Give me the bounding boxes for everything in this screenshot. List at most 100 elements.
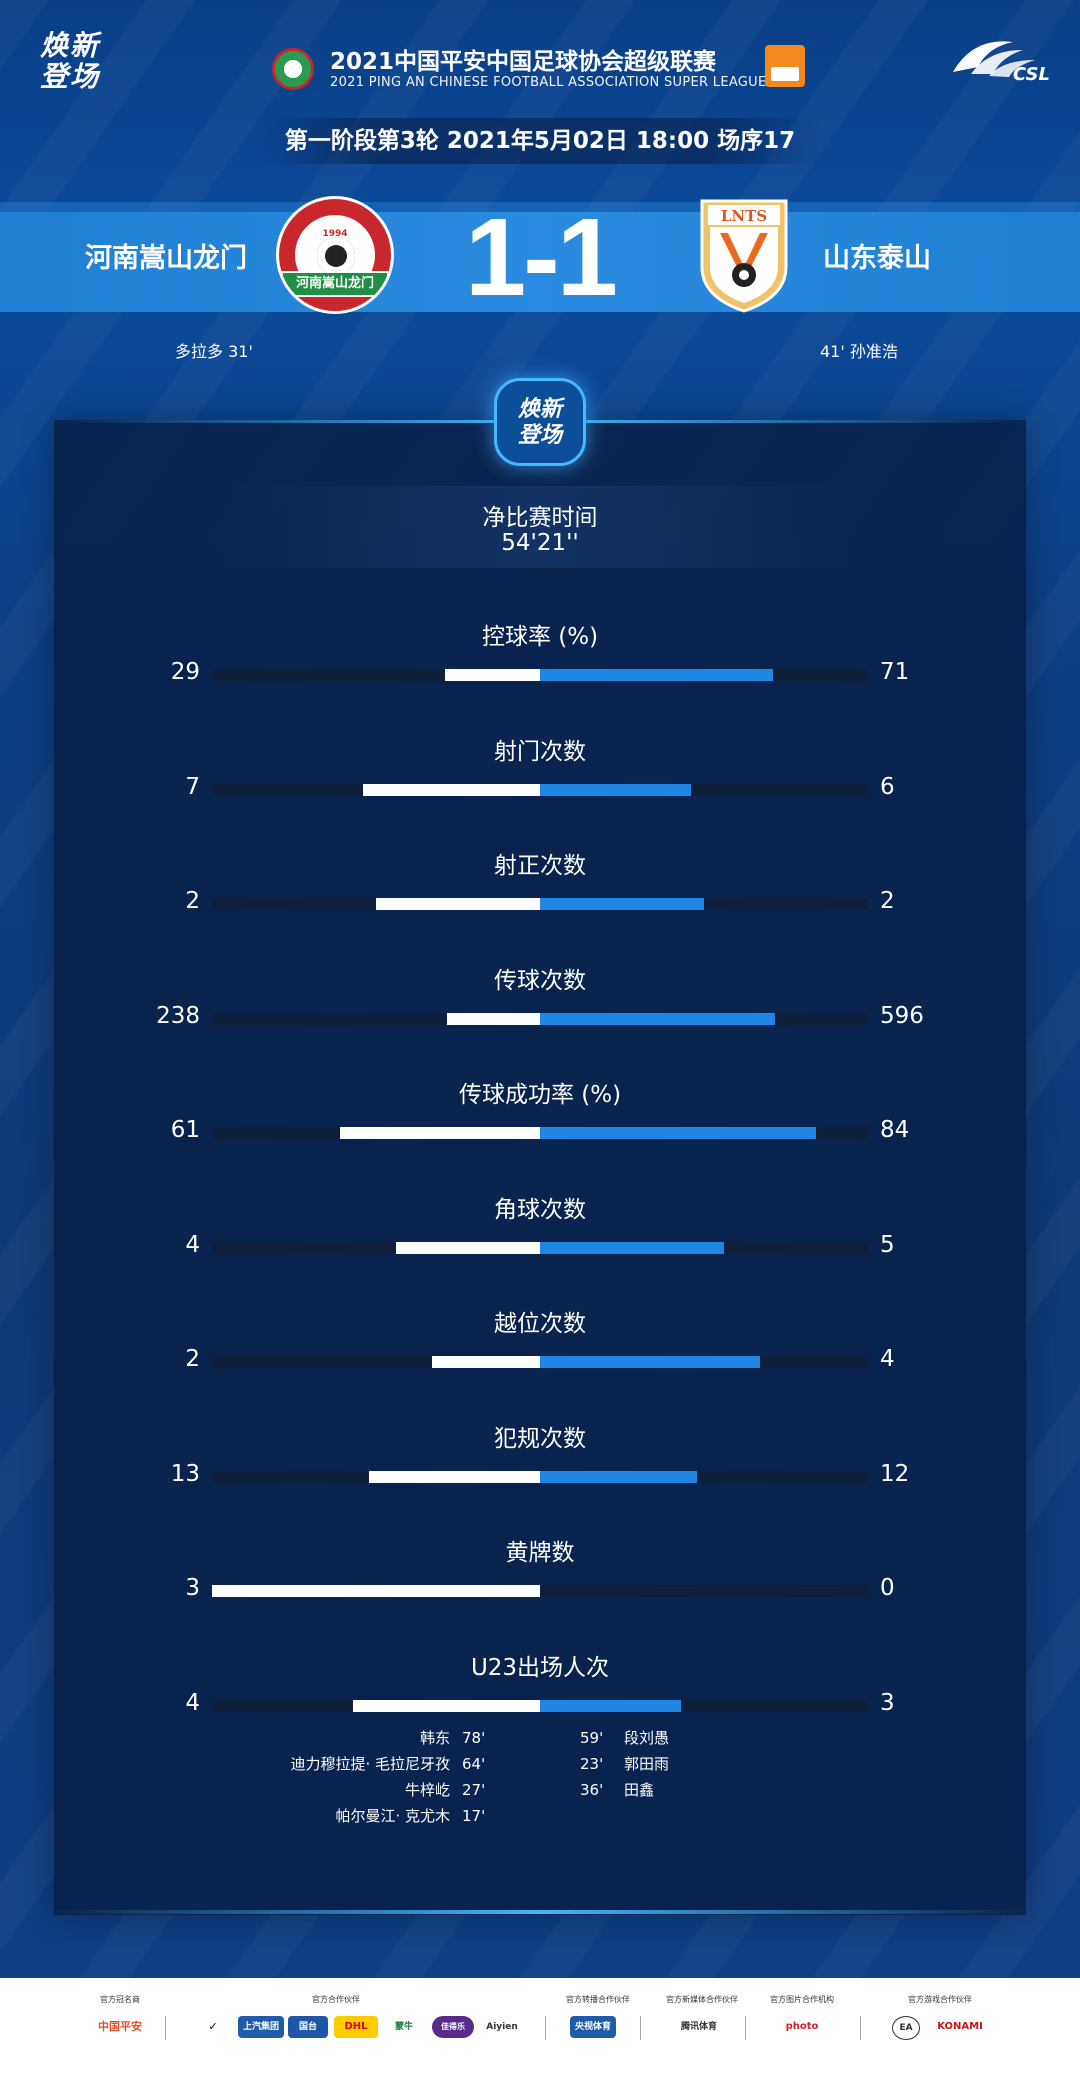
stat-home-value: 238 <box>156 1002 200 1029</box>
brand-line-2: 登场 <box>40 60 101 93</box>
stat-row: 控球率 (%) 29 71 <box>0 617 1080 697</box>
stat-home-value: 61 <box>170 1117 200 1143</box>
player-name: 牛梓屹 <box>404 1781 450 1799</box>
stat-home-bar <box>369 1470 540 1483</box>
player-minute: 64' <box>462 1755 486 1773</box>
stat-label: 射正次数 <box>494 853 586 879</box>
stat-row: 传球成功率 (%) 61 84 <box>0 1075 1080 1155</box>
stat-away-bar <box>540 1356 760 1368</box>
stat-home-bar <box>447 1012 540 1025</box>
u23-away-list: 59' 段刘愚 23' 郭田雨 36' 田鑫 <box>580 1725 669 1803</box>
player-name: 郭田雨 <box>624 1755 670 1773</box>
footer-divider <box>860 2016 861 2040</box>
home-logo-year: 1994 <box>322 229 348 239</box>
stat-home-bar <box>432 1356 540 1368</box>
partner-logo-1: 上汽集团 <box>238 2016 284 2038</box>
stat-away-bar <box>540 1470 697 1483</box>
score: 1-1 <box>465 196 618 319</box>
away-team-name: 山东泰山 <box>823 243 931 274</box>
stat-label: 射门次数 <box>494 738 586 765</box>
player-name: 田鑫 <box>624 1781 655 1799</box>
emblem-line-1: 焕新 <box>517 397 562 422</box>
stat-home-value: 3 <box>185 1575 200 1601</box>
net-time-box <box>215 486 865 568</box>
away-logo-text: LNTS <box>721 207 767 225</box>
stat-away-bar <box>540 783 691 796</box>
stat-row: 射门次数 7 6 <box>0 732 1080 812</box>
photo-logo: photo <box>785 2021 819 2032</box>
stat-away-value: 596 <box>880 1002 924 1029</box>
stat-away-value: 5 <box>880 1231 895 1258</box>
u23-home-player: 帕尔曼江· 克尤木 17' <box>290 1803 500 1829</box>
game-label: 官方游戏合作伙伴 <box>908 1995 972 2004</box>
footer-divider <box>165 2016 166 2040</box>
nike-icon: ✓ <box>208 2020 218 2033</box>
net-time-value: 54'21'' <box>501 530 579 556</box>
stat-row: 传球次数 238 596 <box>0 961 1080 1041</box>
ea-logo: EA <box>892 2016 920 2040</box>
brand-line-1: 焕新 <box>40 29 101 62</box>
brand-logo: 焕新 登场 <box>40 30 115 92</box>
stat-home-bar <box>363 783 540 796</box>
stat-home-bar <box>376 898 540 910</box>
home-logo-ribbon: 河南嵩山龙门 <box>281 271 389 297</box>
player-minute: 78' <box>462 1729 486 1747</box>
player-minute: 59' <box>580 1729 604 1747</box>
partner-logo-6: Aiyien <box>486 2022 518 2032</box>
stat-label: 传球次数 <box>494 967 586 994</box>
stat-home-bar <box>396 1241 540 1254</box>
ping-an-badge-icon <box>765 45 805 87</box>
league-subtitle: 2021 PING AN CHINESE FOOTBALL ASSOCIATIO… <box>330 75 767 90</box>
broadcast-label: 官方转播合作伙伴 <box>566 1995 630 2004</box>
sponsor-footer: 官方冠名商 中国平安 官方合作伙伴 ✓ 上汽集团 国台 DHL 蒙牛 佳得乐 A… <box>0 1978 1080 2083</box>
panel-bottom-glow <box>54 1910 1026 1914</box>
stat-label: 犯规次数 <box>494 1425 586 1452</box>
away-scorer: 41' 孙准浩 <box>820 342 898 361</box>
brand-emblem: 焕新 登场 <box>494 378 586 466</box>
home-team-name: 河南嵩山龙门 <box>85 243 247 274</box>
player-name: 段刘愚 <box>624 1729 670 1747</box>
stat-away-value: 3 <box>880 1689 895 1716</box>
footer-divider <box>545 2016 546 2040</box>
partner-logo-4: 蒙牛 <box>394 2022 413 2032</box>
stat-row: 黄牌数 3 0 <box>0 1533 1080 1613</box>
player-minute: 27' <box>462 1781 486 1799</box>
stat-home-value: 2 <box>185 1346 200 1372</box>
footer-divider <box>640 2016 641 2040</box>
photo-label: 官方图片合作机构 <box>770 1995 834 2004</box>
media-logo: 腾讯体育 <box>680 2022 717 2032</box>
u23-home-player: 迪力穆拉提· 毛拉尼牙孜 64' <box>290 1751 500 1777</box>
stat-label: 控球率 (%) <box>481 624 599 650</box>
net-time-label: 净比赛时间 <box>482 505 598 531</box>
stat-label: 越位次数 <box>494 1311 586 1337</box>
broadcast-logo: 央视体育 <box>570 2016 616 2038</box>
partner-logo-2: 国台 <box>288 2016 328 2038</box>
stat-row: 射正次数 2 2 <box>0 846 1080 926</box>
score-band <box>0 202 1080 312</box>
player-name: 帕尔曼江· 克尤木 <box>335 1807 450 1825</box>
stat-home-bar <box>445 669 540 681</box>
stat-away-bar <box>540 1127 816 1139</box>
stat-home-value: 29 <box>170 659 200 685</box>
u23-home-player: 韩东 78' <box>290 1725 500 1751</box>
league-title: 2021中国平安中国足球协会超级联赛 <box>330 49 717 75</box>
stat-home-bar <box>340 1127 540 1139</box>
stat-label: 角球次数 <box>494 1196 586 1223</box>
title-sponsor-logo: 中国平安 <box>98 2020 142 2033</box>
match-info: 第一阶段第3轮 2021年5月02日 18:00 场序17 <box>260 118 820 164</box>
stat-away-value: 12 <box>880 1460 910 1487</box>
stat-away-bar <box>540 1012 775 1025</box>
stat-label: 传球成功率 (%) <box>458 1082 622 1108</box>
stat-home-bar <box>353 1699 540 1712</box>
u23-away-player: 59' 段刘愚 <box>580 1725 669 1751</box>
stat-home-value: 4 <box>185 1231 200 1258</box>
stat-away-bar <box>540 898 704 910</box>
media-label: 官方新媒体合作伙伴 <box>666 1995 738 2004</box>
home-team-logo: 1994 河南嵩山龙门 <box>276 196 394 314</box>
csl-logo-icon <box>953 41 1035 77</box>
stat-home-value: 7 <box>185 773 200 800</box>
footer-divider <box>745 2016 746 2040</box>
stat-away-bar <box>540 1241 724 1254</box>
partner-label: 官方合作伙伴 <box>312 1995 360 2004</box>
u23-home-player: 牛梓屹 27' <box>290 1777 500 1803</box>
